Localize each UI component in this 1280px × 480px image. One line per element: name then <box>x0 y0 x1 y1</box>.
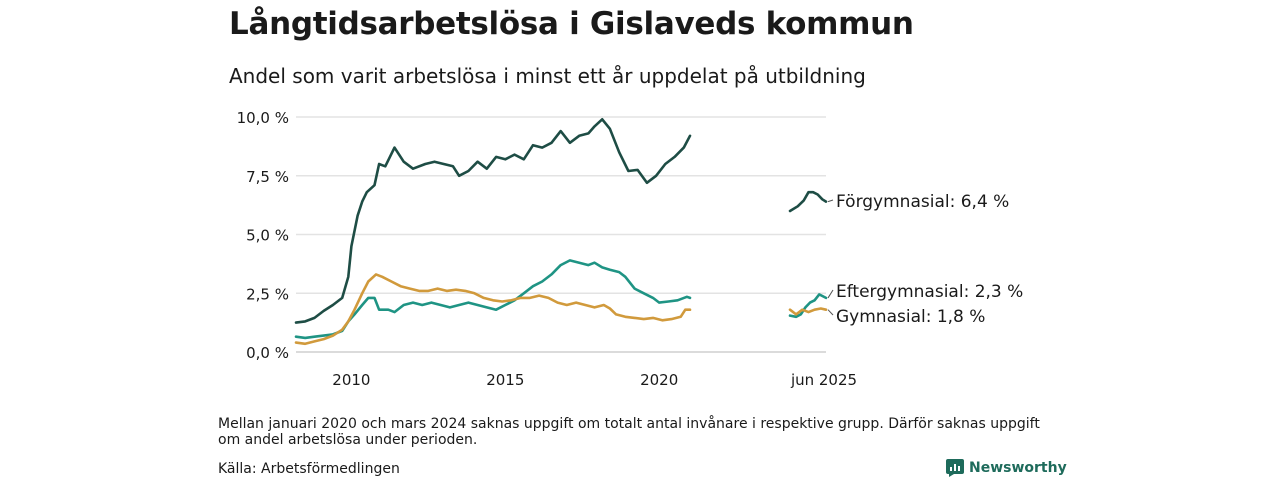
chart-subtitle: Andel som varit arbetslösa i minst ett å… <box>229 64 866 88</box>
label-leader-line <box>827 289 834 299</box>
series-end-label: Förgymnasial: 6,4 % <box>836 192 1009 212</box>
source-text: Källa: Arbetsförmedlingen <box>218 461 400 477</box>
newsworthy-logo-icon <box>946 459 964 477</box>
series-end-label: Gymnasial: 1,8 % <box>836 307 985 327</box>
series-line-forgymnasial <box>788 190 828 213</box>
series-line-eftergymnasial <box>294 259 692 340</box>
brand-name: Newsworthy <box>969 460 1067 476</box>
brand-logo[interactable]: Newsworthy <box>946 459 1067 477</box>
series-line-forgymnasial <box>294 118 692 324</box>
y-tick-label: 10,0 % <box>237 109 289 127</box>
x-tick-label: 2010 <box>332 371 370 389</box>
series-line-gymnasial <box>788 307 828 316</box>
label-leader-line <box>827 199 834 203</box>
y-tick-label: 2,5 % <box>246 285 289 303</box>
x-tick-label: 2015 <box>486 371 524 389</box>
series-line-eftergymnasial <box>788 293 828 319</box>
y-tick-label: 0,0 % <box>246 344 289 362</box>
label-leader-line <box>827 309 834 316</box>
chart-title: Långtidsarbetslösa i Gislaveds kommun <box>229 6 914 42</box>
x-tick-label: jun 2025 <box>790 371 857 389</box>
series-end-label: Eftergymnasial: 2,3 % <box>836 282 1023 302</box>
series-line-gymnasial <box>294 273 692 346</box>
y-tick-label: 5,0 % <box>246 227 289 245</box>
x-tick-label: 2020 <box>640 371 678 389</box>
footnote: Mellan januari 2020 och mars 2024 saknas… <box>218 416 1040 448</box>
y-tick-label: 7,5 % <box>246 168 289 186</box>
